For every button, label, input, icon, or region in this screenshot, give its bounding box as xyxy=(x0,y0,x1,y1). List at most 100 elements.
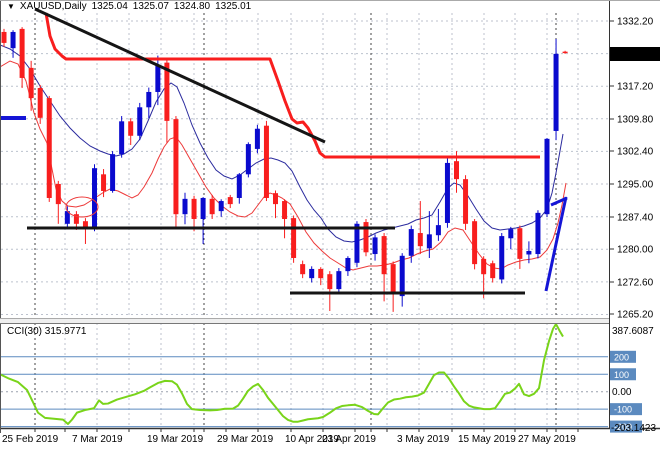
cci-level-label: 100 xyxy=(614,370,629,380)
candle-bear xyxy=(263,125,269,198)
symbol-collapse-icon[interactable]: ▼ xyxy=(7,2,15,11)
price-label: 1309.80 xyxy=(617,115,654,126)
candle-bull xyxy=(64,211,70,224)
ascending-trendline-1 xyxy=(544,196,568,292)
candle-bull xyxy=(10,31,16,49)
quote-high: 1325.07 xyxy=(132,1,169,12)
date-label: 3 May 2019 xyxy=(397,434,450,445)
candle-bear xyxy=(291,218,297,258)
candle-bear xyxy=(282,201,288,220)
candle-bear xyxy=(363,222,369,253)
date-label: 27 May 2019 xyxy=(518,434,576,445)
candle-bear xyxy=(19,28,25,78)
price-label: 1280.00 xyxy=(617,245,654,256)
candle-bull xyxy=(254,128,260,149)
candle-bull xyxy=(200,197,206,220)
candle-bear xyxy=(300,264,306,275)
cci-level-label: -100 xyxy=(614,405,632,415)
candle-bear xyxy=(227,197,233,205)
candle-bear xyxy=(454,161,459,180)
candle-bear xyxy=(173,119,179,215)
candle-bear xyxy=(1,31,7,43)
candle-bear xyxy=(517,228,523,259)
candle-bull xyxy=(137,107,143,136)
cci-level-box xyxy=(610,368,636,381)
ascending-trendline-2 xyxy=(550,196,568,207)
price-label: 1295.00 xyxy=(617,180,654,191)
candle-bull xyxy=(399,255,405,297)
cci-level-label: -200 xyxy=(614,422,632,432)
date-label: 19 Mar 2019 xyxy=(147,434,204,445)
quote-low: 1324.80 xyxy=(173,1,211,12)
candle-bear xyxy=(417,233,423,247)
candle-bull xyxy=(236,174,242,198)
candle-bear xyxy=(481,258,487,275)
date-label: 29 Mar 2019 xyxy=(217,434,274,445)
cci-min-label: -203.1423 xyxy=(611,423,656,434)
indicator-label: CCI(30) 315.9771 xyxy=(7,326,87,337)
candle-bull xyxy=(354,223,360,263)
candle-bull xyxy=(535,212,541,255)
candle-bear xyxy=(490,263,496,279)
price-label: 1272.60 xyxy=(617,278,654,289)
candle-bear xyxy=(562,51,568,54)
candle-bull xyxy=(92,168,97,229)
candle-bear xyxy=(128,121,134,136)
descending-trendline xyxy=(34,7,326,144)
candle-bear xyxy=(318,268,324,279)
candle-bull xyxy=(218,201,224,212)
candle-bear xyxy=(209,198,215,215)
cci-level-box xyxy=(610,420,642,433)
candle-bear xyxy=(191,198,197,220)
candle-bear xyxy=(327,274,333,290)
candle-bull xyxy=(336,271,342,290)
candle-bull xyxy=(309,268,315,279)
date-label: 23 Apr 2019 xyxy=(322,434,376,445)
cci-max-label: 387.6087 xyxy=(612,326,654,337)
candle-bull xyxy=(526,250,532,255)
candle-bull xyxy=(444,162,450,223)
price-label: 1317.20 xyxy=(617,82,654,93)
moving-average-line xyxy=(0,44,564,243)
candle-bull xyxy=(553,53,559,131)
cci-level-box xyxy=(610,403,642,416)
candle-bull xyxy=(155,65,161,92)
price-label: 1302.40 xyxy=(617,147,654,158)
candle-bull xyxy=(146,91,152,108)
candle-bull xyxy=(245,144,251,175)
price-label: 1287.40 xyxy=(617,213,654,224)
quote-close: 1325.01 xyxy=(215,1,252,12)
candle-bull xyxy=(508,229,514,239)
cci-line xyxy=(0,323,564,425)
candle-bull xyxy=(119,121,125,155)
candle-bear xyxy=(472,221,478,265)
resistance-line xyxy=(44,12,540,159)
cci-level-box xyxy=(610,350,636,363)
cci-level-label: 0.00 xyxy=(612,387,632,398)
candle-bull xyxy=(110,154,116,191)
current-price-box xyxy=(610,47,660,61)
date-label: 7 Mar 2019 xyxy=(72,434,123,445)
candle-bear xyxy=(273,193,278,205)
date-label: 25 Feb 2019 xyxy=(2,434,59,445)
date-label: 15 May 2019 xyxy=(458,434,516,445)
candle-bear xyxy=(390,264,396,293)
candle-bull xyxy=(182,198,188,215)
candle-bear xyxy=(463,179,469,224)
price-label: 1332.20 xyxy=(617,17,654,28)
candle-bear xyxy=(55,183,61,205)
candle-bear xyxy=(28,67,34,99)
candle-bear xyxy=(381,236,387,275)
cci-level-label: 200 xyxy=(614,352,629,362)
candle-bull xyxy=(372,237,378,255)
date-label: 10 Apr 2019 xyxy=(285,434,339,445)
ellipse-annotation xyxy=(65,196,99,218)
candle-bull xyxy=(426,234,432,249)
candle-bull xyxy=(435,225,441,236)
candle-bull xyxy=(544,138,550,215)
pane-splitter[interactable] xyxy=(0,318,609,324)
candle-bear xyxy=(46,98,52,198)
price-label: 1265.20 xyxy=(617,310,654,321)
